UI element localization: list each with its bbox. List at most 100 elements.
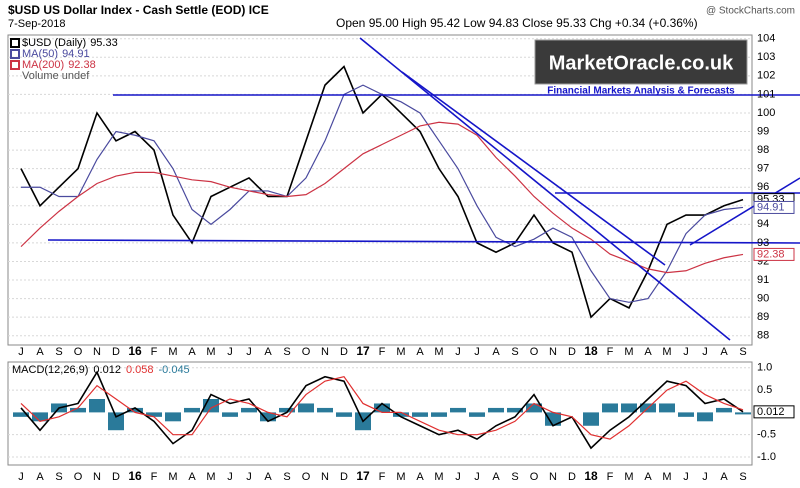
histogram-bar — [184, 407, 200, 413]
macd-legend: MACD(12,26,9) 0.012 0.058 -0.045 — [12, 364, 190, 376]
legend-name: MA(50) — [22, 48, 58, 60]
x-tick-label: N — [321, 471, 329, 483]
watermark-sub: Financial Markets Analysis & Forecasts — [547, 86, 735, 97]
quote: Open 95.00 High 95.42 Low 94.83 Close 95… — [336, 16, 698, 30]
histogram-bar — [165, 412, 181, 422]
x-tick-label: F — [607, 346, 614, 358]
x-tick-label: 16 — [128, 344, 142, 358]
trend-lines — [47, 37, 800, 341]
histogram-bar — [412, 412, 428, 417]
x-tick-label: A — [492, 471, 500, 483]
histogram-bar — [526, 403, 542, 413]
x-tick-label: A — [188, 471, 196, 483]
y-tick-label: 90 — [757, 292, 769, 304]
x-tick-label: N — [549, 346, 557, 358]
series-line — [20, 121, 744, 274]
x-tick-label: F — [379, 471, 386, 483]
x-tick-label: 17 — [356, 469, 370, 483]
x-tick-label: A — [416, 471, 424, 483]
legend-value: 92.38 — [68, 59, 96, 71]
histogram-bar — [583, 412, 599, 426]
y-tick-label: 99 — [757, 125, 769, 137]
x-tick-label: J — [455, 471, 461, 483]
histogram-bar — [393, 412, 409, 417]
x-tick-label: A — [492, 346, 500, 358]
series-line — [20, 370, 744, 450]
x-tick-label: S — [511, 346, 518, 358]
x-tick-label: F — [151, 346, 158, 358]
last-value-box — [753, 200, 795, 214]
x-tick-label: J — [246, 471, 252, 483]
y-tick-label: 98 — [757, 144, 769, 156]
y-tick-label: 0.5 — [757, 384, 772, 396]
histogram-bar — [621, 403, 637, 413]
x-tick-label: S — [55, 471, 62, 483]
legend-entry: MA(50) 94.91 — [22, 48, 90, 60]
watermark: MarketOracle.co.uk — [549, 52, 734, 74]
x-tick-label: 18 — [584, 469, 598, 483]
macd-value: 0.058 — [126, 364, 154, 376]
histogram-bar — [469, 412, 485, 417]
x-tick-label: M — [662, 346, 671, 358]
y-tick-label: 103 — [757, 51, 775, 63]
x-tick-label: O — [530, 346, 539, 358]
x-tick-label: S — [739, 346, 746, 358]
trend-line — [689, 177, 800, 246]
volume-note: Volume undef — [22, 70, 90, 82]
x-tick-label: J — [227, 471, 233, 483]
x-tick-label: M — [624, 346, 633, 358]
y-tick-label: 96 — [757, 181, 769, 193]
histogram-bar — [659, 403, 675, 413]
x-tick-label: A — [36, 346, 44, 358]
y-tick-label: 101 — [757, 88, 775, 100]
x-tick-label: N — [93, 471, 101, 483]
y-tick-label: 104 — [757, 33, 775, 45]
y-tick-label: 97 — [757, 163, 769, 175]
x-tick-label: J — [246, 346, 252, 358]
macd-value: 0.012 — [93, 364, 121, 376]
legend-value: 95.33 — [90, 37, 118, 49]
x-tick-label: O — [74, 471, 83, 483]
histogram-bar — [279, 407, 295, 413]
histogram-bar — [13, 412, 29, 417]
histogram-bar — [70, 407, 86, 413]
x-tick-label: D — [568, 346, 576, 358]
x-tick-label: M — [624, 471, 633, 483]
histogram-bar — [602, 403, 618, 413]
legend-name: $USD (Daily) — [22, 37, 86, 49]
legend-name: MA(200) — [22, 59, 64, 71]
last-value-box — [753, 247, 795, 261]
legend-entry: MA(200) 92.38 — [22, 59, 96, 71]
histogram-bar — [127, 407, 143, 413]
histogram-bar — [260, 412, 276, 422]
x-tick-label: S — [55, 346, 62, 358]
x-tick-label: J — [702, 471, 708, 483]
x-tick-label: 17 — [356, 344, 370, 358]
legend-swatch — [10, 60, 20, 70]
x-tick-label: S — [283, 346, 290, 358]
x-tick-label: J — [18, 346, 24, 358]
x-tick-label: D — [568, 471, 576, 483]
histogram-bar — [146, 412, 162, 417]
y-tick-label: 102 — [757, 70, 775, 82]
x-tick-label: A — [264, 346, 272, 358]
histogram-bar — [678, 412, 694, 417]
histogram-bar — [89, 399, 105, 413]
histogram-bar — [32, 412, 48, 422]
x-tick-label: S — [511, 471, 518, 483]
histogram-bar — [507, 407, 523, 413]
y-tick-label: 93 — [757, 237, 769, 249]
last-value: 94.91 — [757, 201, 785, 213]
x-tick-label: M — [206, 471, 215, 483]
histogram-bar — [241, 407, 257, 413]
x-tick-label: A — [644, 346, 652, 358]
x-tick-label: J — [474, 346, 480, 358]
x-tick-label: F — [379, 346, 386, 358]
source: @ StockCharts.com — [706, 6, 795, 17]
histogram-bar — [108, 412, 124, 431]
x-tick-label: S — [739, 471, 746, 483]
y-tick-label: 100 — [757, 107, 775, 119]
x-tick-label: M — [168, 346, 177, 358]
macd-panel — [7, 361, 753, 466]
x-tick-label: O — [74, 346, 83, 358]
